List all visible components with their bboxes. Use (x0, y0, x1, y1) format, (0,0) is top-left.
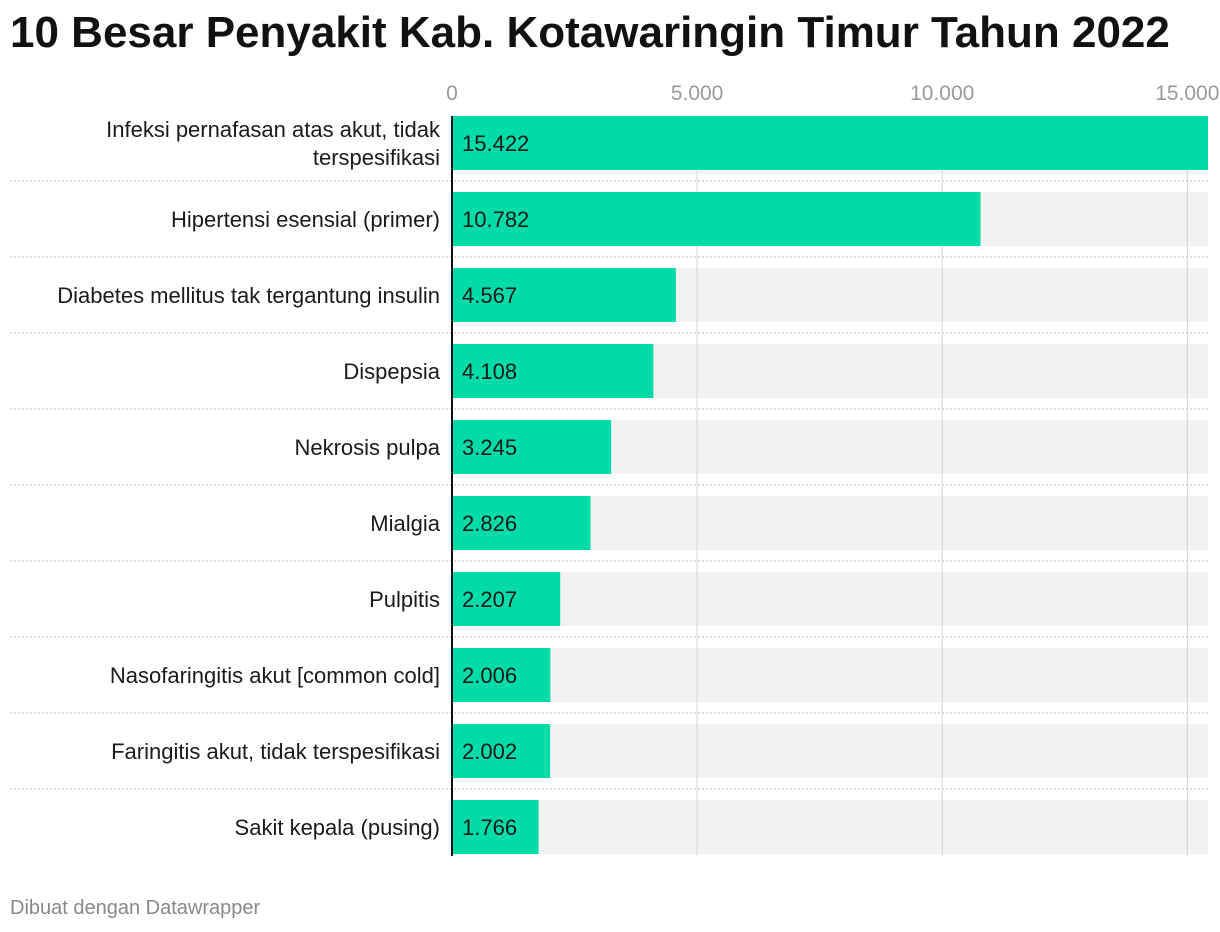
bar-value-label: 15.422 (462, 131, 529, 156)
labels: 0 5.000 10.000 15.000 15.422 Infeksi pernafas… (57, 82, 1219, 856)
bar (452, 496, 591, 550)
bar (452, 192, 981, 246)
bar (452, 420, 612, 474)
x-tick-label: 5.000 (671, 82, 724, 105)
bar (452, 800, 539, 854)
bar-track (452, 724, 1208, 778)
bar-value-label: 2.207 (462, 587, 517, 612)
x-tick-label: 15.000 (1155, 82, 1219, 105)
category-label: terspesifikasi (313, 145, 440, 170)
category-label: Mialgia (370, 511, 440, 536)
bar (452, 116, 1208, 170)
bar-chart: 0 5.000 10.000 15.000 15.422 Infeksi pernafas… (10, 82, 1219, 856)
bar (452, 572, 561, 626)
bars (452, 116, 1208, 854)
bar-value-label: 4.567 (462, 283, 517, 308)
category-label: Pulpitis (369, 587, 440, 612)
bar (452, 268, 676, 322)
category-label: Sakit kepala (pusing) (235, 815, 440, 840)
x-tick-label: 0 (446, 82, 458, 105)
bar (452, 344, 654, 398)
bar-value-label: 1.766 (462, 815, 517, 840)
category-label: Nekrosis pulpa (294, 435, 440, 460)
bar-track (452, 800, 1208, 854)
bar-value-label: 4.108 (462, 359, 517, 384)
footer-credit: Dibuat dengan Datawrapper (10, 897, 261, 919)
bar-value-label: 3.245 (462, 435, 517, 460)
x-tick-label: 10.000 (910, 82, 974, 105)
bar (452, 724, 551, 778)
bar-value-label: 2.006 (462, 663, 517, 688)
category-label: Hipertensi esensial (primer) (171, 207, 440, 232)
category-label: Nasofaringitis akut [common cold] (110, 663, 440, 688)
bar-value-label: 2.002 (462, 739, 517, 764)
bar-track (452, 648, 1208, 702)
chart-title: 10 Besar Penyakit Kab. Kotawaringin Timu… (10, 8, 1170, 57)
category-label: Diabetes mellitus tak tergantung insulin (57, 283, 440, 308)
bar (452, 648, 551, 702)
bar-value-label: 10.782 (462, 207, 529, 232)
bar-value-label: 2.826 (462, 511, 517, 536)
category-label: Faringitis akut, tidak terspesifikasi (111, 739, 440, 764)
category-label: Dispepsia (343, 359, 440, 384)
category-label: Infeksi pernafasan atas akut, tidak (106, 117, 441, 142)
bar-track (452, 572, 1208, 626)
